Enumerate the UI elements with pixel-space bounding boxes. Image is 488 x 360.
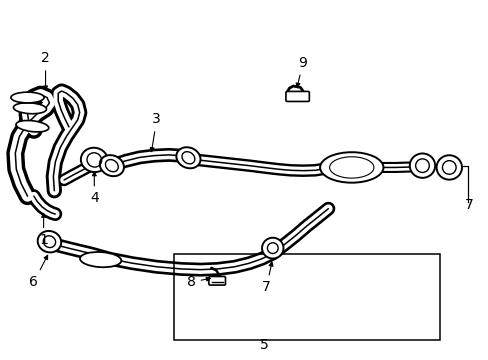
FancyBboxPatch shape: [285, 91, 309, 102]
Text: 7: 7: [262, 262, 272, 294]
Ellipse shape: [100, 155, 123, 176]
Text: 4: 4: [90, 172, 99, 206]
Ellipse shape: [80, 252, 121, 267]
Ellipse shape: [38, 231, 61, 252]
Ellipse shape: [16, 121, 49, 132]
Ellipse shape: [13, 103, 46, 114]
Ellipse shape: [262, 238, 283, 258]
Text: 3: 3: [150, 112, 161, 152]
Text: 1: 1: [39, 213, 48, 247]
Ellipse shape: [81, 148, 107, 172]
Ellipse shape: [436, 155, 461, 180]
Bar: [173, 253, 439, 339]
Text: 7: 7: [464, 198, 472, 212]
Ellipse shape: [409, 153, 434, 178]
Text: 2: 2: [41, 51, 50, 90]
Text: 5: 5: [259, 338, 268, 352]
Text: 9: 9: [296, 55, 307, 87]
Ellipse shape: [176, 147, 200, 168]
Text: 6: 6: [29, 255, 47, 289]
Ellipse shape: [320, 152, 383, 183]
Text: 8: 8: [186, 275, 210, 289]
FancyBboxPatch shape: [208, 276, 225, 285]
Ellipse shape: [11, 92, 44, 103]
